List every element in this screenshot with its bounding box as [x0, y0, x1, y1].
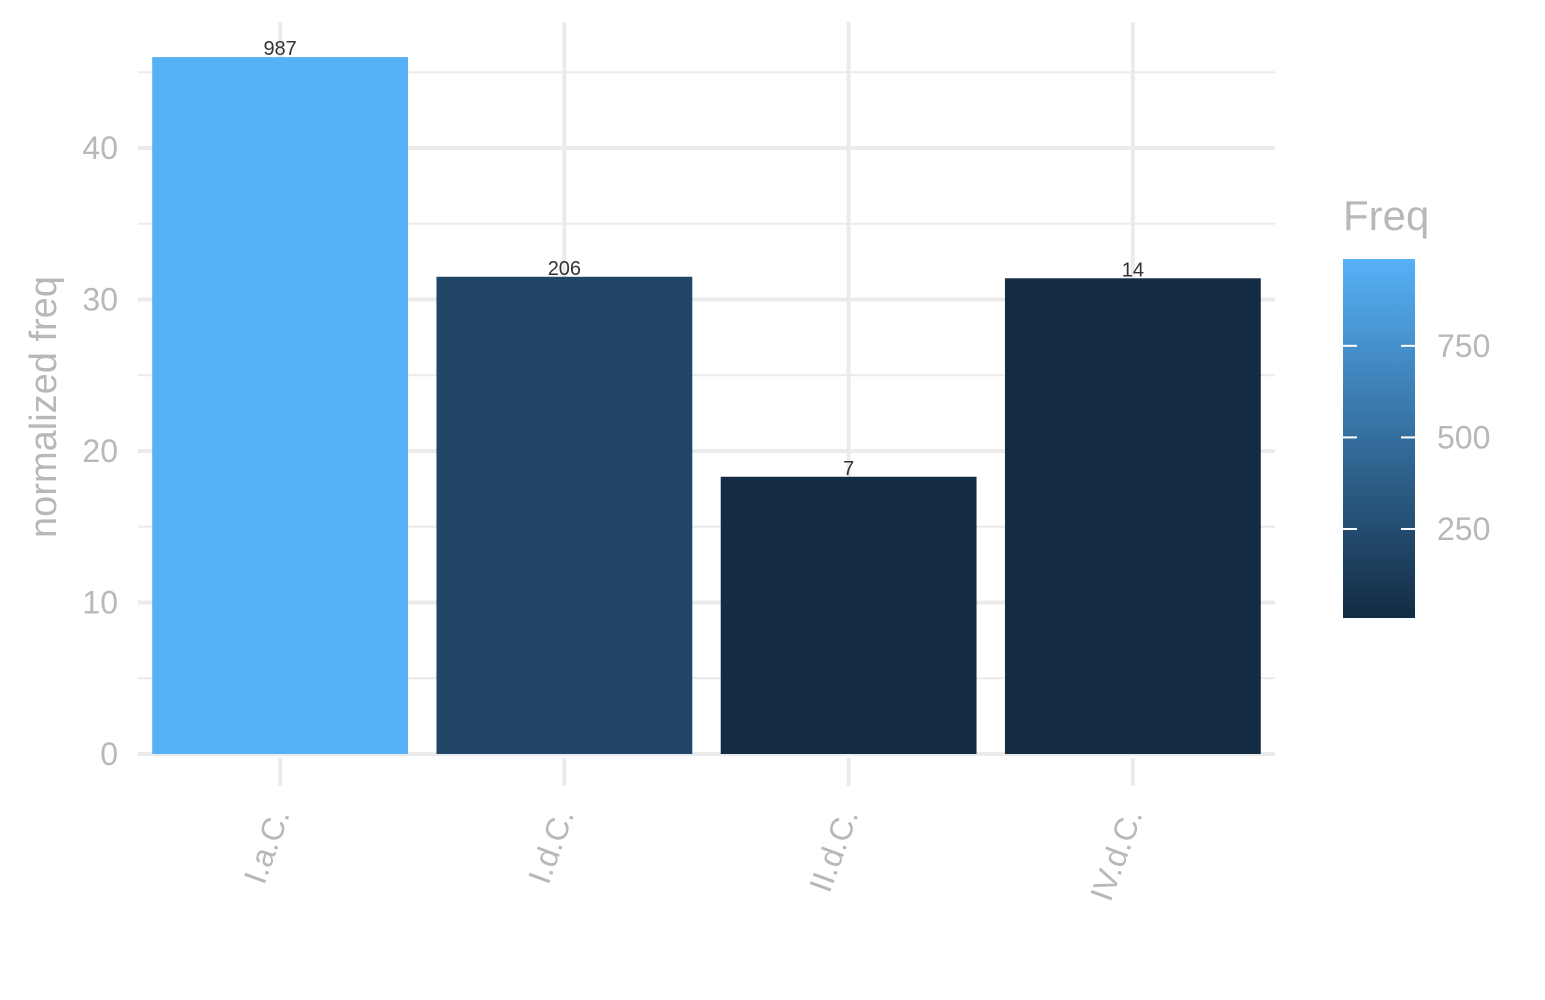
- x-tick-label: I.d.C.: [521, 804, 581, 888]
- bar-data-label: 14: [1122, 259, 1144, 281]
- bar-data-label: 206: [548, 258, 581, 280]
- x-tick-label: II.d.C.: [802, 804, 865, 897]
- bar: [436, 276, 693, 754]
- legend-break-label: 250: [1437, 511, 1490, 547]
- x-tick-label: I.a.C.: [237, 804, 297, 888]
- legend: Freq 250 500 750: [1343, 192, 1490, 618]
- bars: [152, 57, 1261, 755]
- y-tick-label: 20: [82, 433, 118, 469]
- legend-title: Freq: [1343, 192, 1429, 239]
- y-tick-label: 30: [82, 282, 118, 318]
- bar-data-label: 7: [843, 458, 854, 480]
- y-tick-label: 0: [100, 736, 118, 772]
- x-axis: I.a.C. I.d.C. II.d.C. IV.d.C.: [237, 758, 1149, 906]
- bar: [720, 476, 977, 754]
- bar: [1004, 278, 1261, 754]
- data-labels: 987 206 7 14: [263, 38, 1144, 480]
- y-tick-label: 10: [82, 585, 118, 621]
- y-tick-label: 40: [82, 130, 118, 166]
- x-tick-label: IV.d.C.: [1083, 804, 1149, 905]
- legend-break-label: 500: [1437, 419, 1490, 455]
- bar: [152, 57, 409, 755]
- bar-data-label: 987: [263, 38, 296, 60]
- legend-colorbar: [1343, 259, 1415, 618]
- y-axis-title: normalized freq: [23, 276, 65, 538]
- y-axis: 0 10 20 30 40: [82, 130, 118, 772]
- legend-break-label: 750: [1437, 328, 1490, 364]
